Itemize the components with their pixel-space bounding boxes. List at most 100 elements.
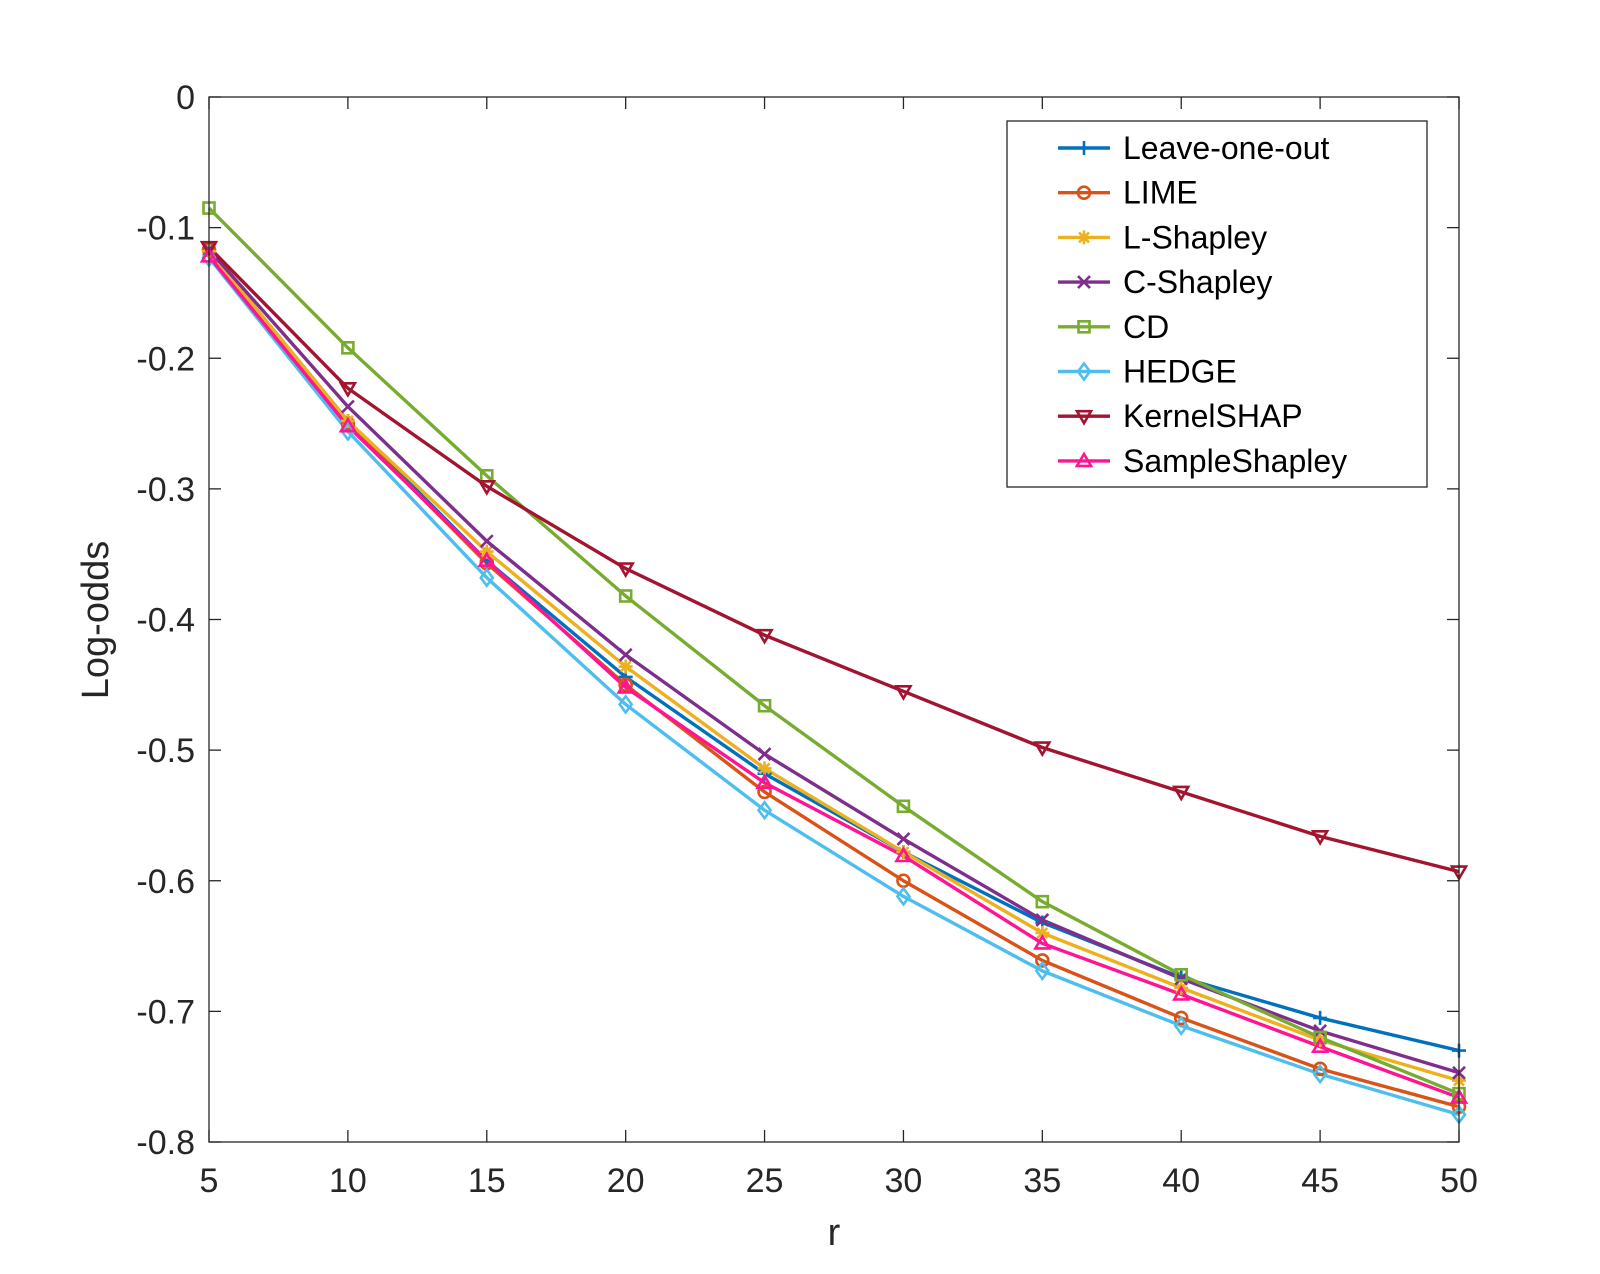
- data-point-hedge: [1173, 1015, 1189, 1036]
- data-point-kernelshap: [1310, 830, 1330, 846]
- data-point-l-shapley: [896, 845, 911, 860]
- x-tick-label: 30: [885, 1162, 923, 1200]
- data-point-hedge: [895, 886, 912, 907]
- legend-label: SampleShapley: [1123, 443, 1347, 479]
- data-point-c-shapley: [1035, 913, 1050, 927]
- data-point-kernelshap: [1171, 785, 1191, 802]
- data-point-cd: [618, 589, 633, 603]
- data-point-l-shapley: [618, 659, 633, 674]
- legend-label: HEDGE: [1123, 354, 1237, 390]
- data-point-kernelshap: [338, 381, 358, 398]
- data-point-cd: [757, 698, 772, 713]
- data-point-lime: [1173, 1010, 1189, 1026]
- legend-swatch-marker: [1076, 185, 1092, 200]
- legend-box: [1006, 120, 1428, 488]
- y-tick-label: -0.6: [136, 863, 195, 901]
- y-tick-label: -0.1: [136, 210, 195, 248]
- legend: Leave-one-out LIME L-Shapley C-Shapley CD HED…: [1006, 120, 1428, 488]
- y-tick-labels: 0 -0.1 -0.2 -0.3 -0.4 -0.5 -0.6 -0.7 -0.8: [136, 79, 195, 1162]
- x-tick-label: 35: [1023, 1162, 1061, 1200]
- data-point-hedge: [618, 694, 634, 715]
- y-tick-label: -0.4: [136, 602, 195, 640]
- legend-entry-kernelshap: KernelSHAP: [1058, 398, 1303, 434]
- x-tick-label: 50: [1440, 1162, 1478, 1200]
- series-line-cd: [207, 206, 1460, 1096]
- x-tick-label: 40: [1162, 1162, 1200, 1200]
- series-line-kernelshap: [207, 246, 1460, 874]
- data-point-sampleshapley: [616, 677, 635, 694]
- x-tick-label: 45: [1301, 1162, 1339, 1200]
- legend-entry-lime: LIME: [1058, 175, 1198, 211]
- data-point-hedge: [756, 800, 773, 821]
- data-point-sampleshapley: [1310, 1037, 1330, 1053]
- y-axis-title: Log-odds: [75, 541, 117, 699]
- data-point-lime: [1312, 1061, 1328, 1077]
- y-tick-label: -0.7: [136, 993, 195, 1031]
- legend-label: Leave-one-out: [1123, 130, 1329, 166]
- data-point-sampleshapley: [1171, 984, 1191, 1001]
- data-point-lime: [1035, 953, 1050, 968]
- data-point-l-shapley: [757, 761, 772, 776]
- data-point-cd: [1035, 894, 1050, 909]
- series-line-l-shapley: [207, 250, 1460, 1083]
- data-point-sampleshapley: [477, 551, 497, 568]
- data-point-l-shapley: [1035, 926, 1050, 940]
- series-points-c-shapley: [202, 242, 1466, 1080]
- legend-label: L-Shapley: [1123, 219, 1267, 255]
- data-point-sampleshapley: [755, 773, 774, 790]
- data-point-cd: [1174, 967, 1189, 982]
- x-tick-label: 15: [468, 1162, 506, 1200]
- y-tick-label: -0.8: [136, 1124, 195, 1162]
- data-point-cd: [896, 799, 911, 814]
- legend-swatch-marker: [1077, 319, 1091, 334]
- x-axis-title: r: [828, 1212, 841, 1254]
- legend-swatch-marker: [1077, 141, 1091, 155]
- legend-label: CD: [1123, 309, 1169, 345]
- legend-swatch-marker: [1074, 409, 1094, 426]
- data-point-kernelshap: [616, 562, 635, 579]
- y-tick-label: 0: [176, 79, 195, 117]
- legend-swatch-marker: [1076, 361, 1092, 382]
- plot-frame: [208, 96, 1460, 1143]
- data-point-kernelshap: [894, 685, 913, 701]
- y-tick-label: -0.3: [136, 471, 195, 509]
- legend-swatch-marker: [1077, 275, 1091, 290]
- y-tick-label: -0.5: [136, 732, 195, 770]
- data-point-c-shapley: [618, 647, 633, 662]
- data-point-cd: [1313, 1030, 1327, 1045]
- data-point-hedge: [340, 421, 356, 442]
- legend-entry-leave-one-out: Leave-one-out: [1058, 130, 1329, 166]
- legend-swatch-marker: [1074, 451, 1094, 468]
- data-point-leave-one-out: [1313, 1010, 1328, 1025]
- legend-entry-hedge: HEDGE: [1058, 354, 1237, 390]
- legend-entry-c-shapley: C-Shapley: [1058, 264, 1272, 300]
- data-point-kernelshap: [755, 628, 774, 645]
- legend-entry-sampleshapley: SampleShapley: [1058, 443, 1347, 479]
- data-point-c-shapley: [340, 399, 355, 414]
- data-point-hedge: [1312, 1063, 1328, 1085]
- legend-entry-cd: CD: [1058, 309, 1169, 345]
- data-point-sampleshapley: [1033, 933, 1052, 950]
- legend-label: KernelSHAP: [1123, 398, 1303, 434]
- x-tick-label: 25: [746, 1162, 784, 1200]
- data-point-c-shapley: [479, 534, 494, 549]
- data-point-lime: [757, 784, 772, 800]
- data-point-c-shapley: [1174, 971, 1189, 986]
- series-line-sampleshapley: [207, 255, 1460, 1100]
- data-point-c-shapley: [896, 832, 911, 846]
- data-point-sampleshapley: [894, 846, 913, 863]
- series-lines: [207, 206, 1460, 1117]
- legend-label: LIME: [1123, 175, 1198, 211]
- legend-label: C-Shapley: [1123, 264, 1272, 300]
- x-tick-label: 10: [329, 1162, 367, 1200]
- data-point-c-shapley: [757, 747, 772, 761]
- data-point-sampleshapley: [338, 416, 358, 433]
- x-tick-label: 5: [200, 1162, 219, 1200]
- x-tick-label: 20: [607, 1162, 645, 1200]
- data-point-kernelshap: [477, 479, 497, 496]
- legend-entry-l-shapley: L-Shapley: [1058, 219, 1267, 255]
- series-line-leave-one-out: [207, 250, 1460, 1053]
- x-tick-labels: 5 10 15 20 25 30 35 40 45 50: [200, 1162, 1478, 1200]
- y-tick-label: -0.2: [136, 340, 195, 378]
